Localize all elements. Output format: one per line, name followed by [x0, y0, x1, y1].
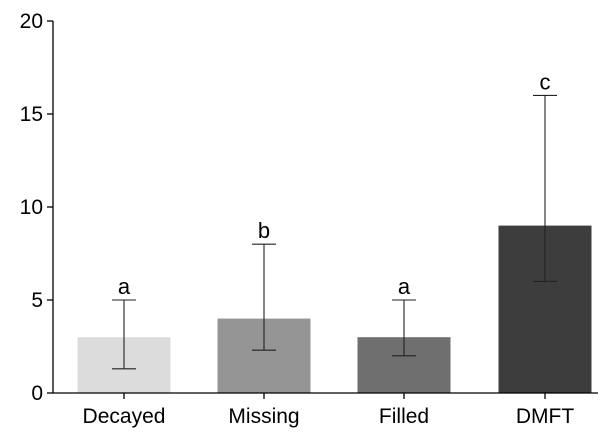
error-bar-dmft — [533, 94, 557, 282]
x-tick-label-filled: Filled — [379, 405, 429, 428]
x-tick-label-dmft: DMFT — [516, 405, 574, 428]
x-tick-label-missing: Missing — [228, 405, 299, 428]
significance-labels-layer: a b a c — [118, 69, 551, 299]
y-tick-label: 20 — [20, 10, 43, 33]
error-bar-filled — [392, 299, 416, 357]
error-bars-layer — [112, 94, 557, 370]
bars-layer — [77, 225, 592, 393]
error-bar-missing — [252, 243, 276, 351]
significance-label-dmft: c — [540, 69, 551, 94]
significance-label-missing: b — [258, 218, 270, 243]
error-bar-decayed — [112, 299, 136, 370]
significance-label-decayed: a — [118, 274, 131, 299]
y-tick-label: 0 — [31, 382, 43, 405]
y-tick-label: 5 — [31, 289, 43, 312]
y-tick-label: 15 — [20, 103, 43, 126]
y-tick-label: 10 — [20, 196, 43, 219]
significance-label-filled: a — [398, 274, 411, 299]
x-ticks-layer: Decayed Missing Filled DMFT — [83, 393, 574, 428]
y-ticks-layer: 0 5 10 15 20 — [20, 10, 53, 405]
x-tick-label-decayed: Decayed — [83, 405, 166, 428]
